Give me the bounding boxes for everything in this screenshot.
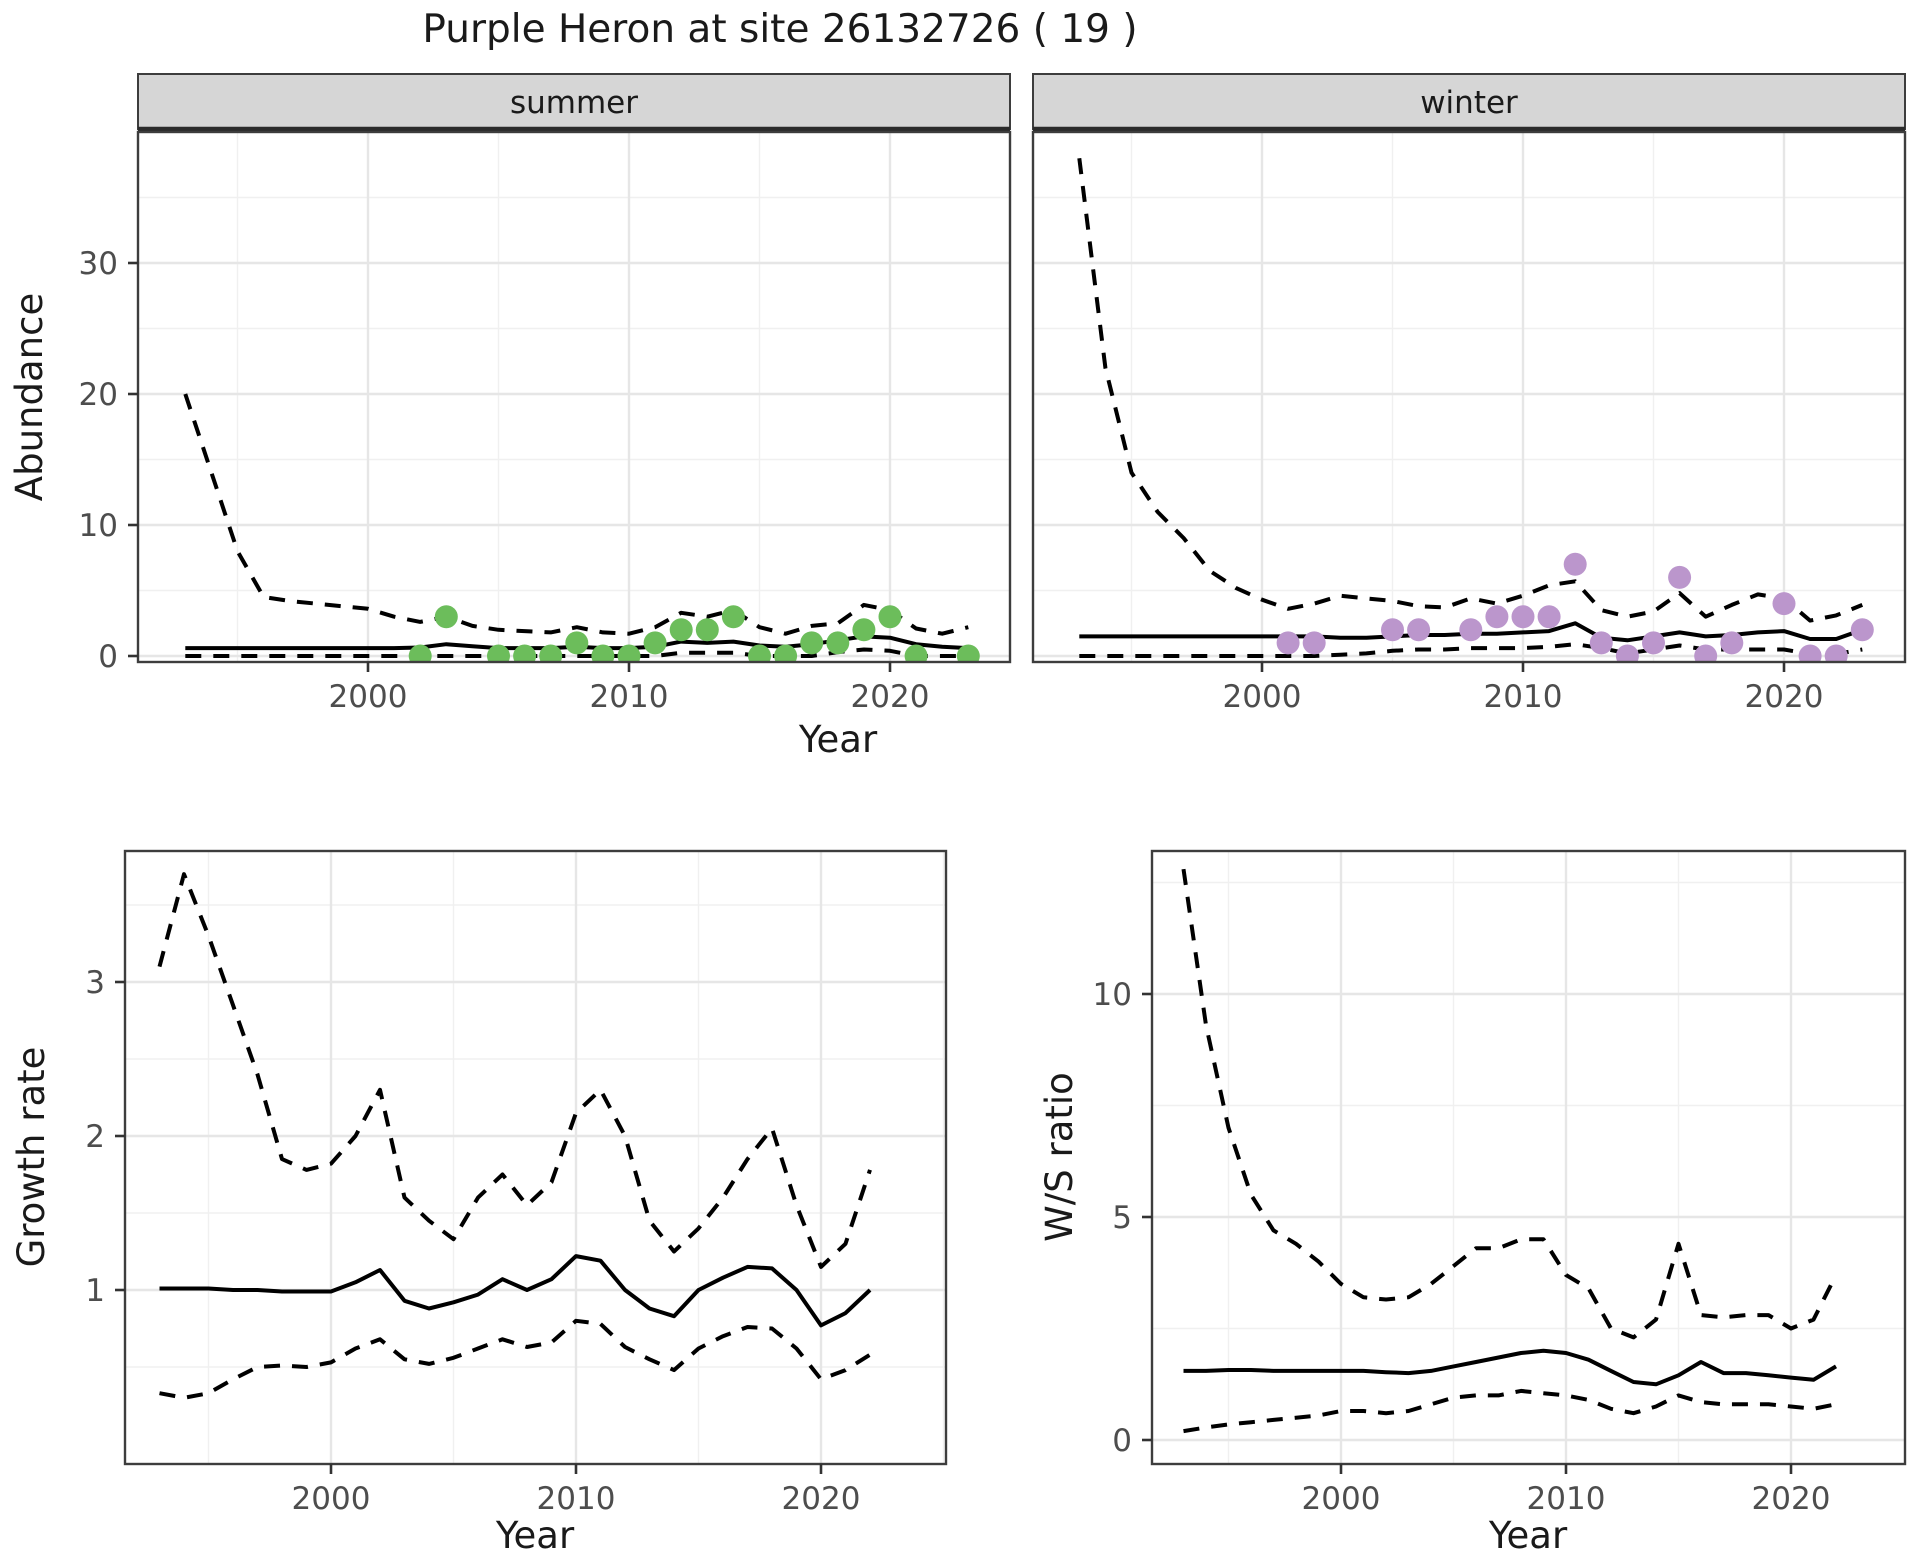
y-tick-label: 10 [1093, 977, 1132, 1013]
x-axis-title-growth-year: Year [495, 1514, 575, 1557]
facet-strip-label-summer: summer [510, 85, 638, 121]
panel-bg [1152, 851, 1905, 1464]
data-point [643, 631, 667, 655]
data-point [852, 618, 876, 642]
data-point [826, 631, 850, 655]
x-tick-label: 2020 [782, 1481, 861, 1517]
y-tick-label: 5 [1112, 1200, 1132, 1236]
data-point [695, 618, 719, 642]
data-point [878, 605, 902, 629]
data-point [1642, 631, 1665, 655]
series-median [1183, 1348, 1838, 1387]
panel-abundance-summer: 2000 2010 2020 0 10 20 30 [79, 73, 1012, 715]
x-tick-label: 2020 [851, 679, 930, 715]
data-point [1668, 565, 1692, 589]
panel-bg [125, 851, 946, 1464]
x-tick-label: 2020 [1752, 1481, 1831, 1517]
data-point [800, 631, 824, 655]
series-layer [1077, 157, 1874, 662]
series-lower_ci [159, 1318, 872, 1400]
data-point [434, 605, 458, 629]
y-tick-label: 20 [79, 377, 118, 413]
panel-bg [138, 132, 1010, 662]
y-tick-label: 0 [98, 639, 118, 675]
y-tick-label: 10 [79, 508, 118, 544]
x-axis-title-ws-year: Year [1488, 1514, 1568, 1557]
panel-border [1150, 849, 1907, 1466]
data-point [721, 605, 745, 629]
y-tick-label: 2 [85, 1119, 105, 1155]
facet-strip [1032, 73, 1906, 130]
x-tick-label: 2010 [537, 1481, 616, 1517]
facet-strip-label-winter: winter [1420, 85, 1518, 121]
panel-abundance-winter: 2000 2010 2020 [1031, 73, 1907, 715]
data-point [748, 644, 771, 662]
y-tick-label: 0 [1112, 1423, 1132, 1459]
y-tick-label: 3 [85, 965, 105, 1001]
data-point [1850, 618, 1874, 642]
x-tick-label: 2010 [590, 679, 669, 715]
series-upper_ci [183, 393, 969, 636]
x-tick-label: 2000 [329, 679, 408, 715]
data-point [513, 644, 537, 662]
data-point [1407, 618, 1431, 642]
data-point [1563, 552, 1587, 576]
data-point [1720, 631, 1744, 655]
y-axis-title-growth-rate: Growth rate [10, 1047, 53, 1268]
data-point [487, 644, 510, 662]
data-point [565, 631, 589, 655]
series-layer [157, 872, 872, 1400]
data-point [774, 644, 798, 662]
chart-title: Purple Heron at site 26132726 ( 19 ) [422, 7, 1137, 52]
x-tick-label: 2000 [1302, 1481, 1381, 1517]
x-axis-title-top-year: Year [798, 718, 878, 761]
panel-growth-rate: 2000 2010 2020 1 2 3 [85, 849, 948, 1517]
x-tick-label: 2010 [1527, 1481, 1606, 1517]
panel-ws-ratio: 2000 2010 2020 0 5 10 [1093, 849, 1907, 1517]
series-upper_ci [1077, 157, 1864, 623]
series-upper_ci [1181, 868, 1838, 1340]
y-axis-title-abundance: Abundance [8, 293, 51, 501]
data-point [904, 644, 928, 662]
data-point [1772, 592, 1796, 616]
data-point [669, 618, 693, 642]
series-layer [183, 393, 980, 662]
data-point [1381, 618, 1404, 642]
data-point [956, 644, 980, 662]
data-point [1824, 644, 1848, 662]
x-tick-label: 2020 [1745, 679, 1824, 715]
panel-border [123, 849, 948, 1466]
facet-strip [137, 73, 1011, 130]
panel-bg [1033, 132, 1905, 662]
data-point [1302, 631, 1326, 655]
data-point [1485, 605, 1509, 629]
y-axis-title-ws-ratio: W/S ratio [1038, 1072, 1081, 1242]
series-upper_ci [157, 872, 872, 1269]
x-tick-label: 2000 [1223, 679, 1302, 715]
data-point [1694, 644, 1718, 662]
data-point [1276, 631, 1300, 655]
data-point [1511, 605, 1535, 629]
data-point [539, 644, 563, 662]
x-tick-label: 2010 [1484, 679, 1563, 715]
series-median [159, 1254, 872, 1328]
data-point [591, 644, 615, 662]
data-point [1459, 618, 1483, 642]
data-point [1537, 605, 1561, 629]
data-point [1589, 631, 1613, 655]
panel-border [136, 130, 1012, 664]
data-point [1615, 644, 1639, 662]
data-point [1798, 644, 1822, 662]
y-tick-label: 30 [79, 246, 118, 282]
x-tick-label: 2000 [292, 1481, 371, 1517]
data-point [617, 644, 641, 662]
panel-border [1031, 130, 1907, 664]
y-tick-label: 1 [85, 1273, 105, 1309]
series-layer [1181, 868, 1838, 1434]
data-point [408, 644, 432, 662]
